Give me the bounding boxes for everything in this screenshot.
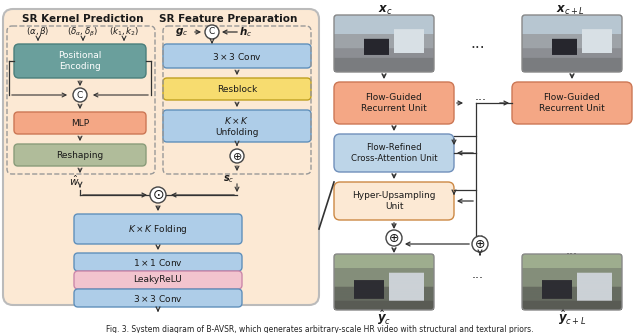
FancyBboxPatch shape bbox=[334, 82, 454, 124]
Text: MLP: MLP bbox=[71, 119, 89, 128]
Circle shape bbox=[73, 88, 87, 102]
Text: Positional
Encoding: Positional Encoding bbox=[58, 51, 102, 71]
Text: ...: ... bbox=[566, 243, 578, 256]
FancyBboxPatch shape bbox=[74, 289, 242, 307]
Text: Fig. 3. System diagram of B-AVSR, which generates arbitrary-scale HR video with : Fig. 3. System diagram of B-AVSR, which … bbox=[106, 324, 534, 333]
Text: $\hat{\boldsymbol{y}}_{c+L}$: $\hat{\boldsymbol{y}}_{c+L}$ bbox=[557, 308, 586, 327]
Text: $3 \times 3$ Conv: $3 \times 3$ Conv bbox=[212, 51, 262, 62]
Text: C: C bbox=[77, 91, 83, 100]
FancyBboxPatch shape bbox=[14, 112, 146, 134]
Text: Resblock: Resblock bbox=[217, 85, 257, 94]
Text: ...: ... bbox=[470, 36, 485, 51]
FancyBboxPatch shape bbox=[334, 134, 454, 172]
FancyBboxPatch shape bbox=[163, 78, 311, 100]
Text: $K \times K$
Unfolding: $K \times K$ Unfolding bbox=[215, 115, 259, 137]
Circle shape bbox=[386, 230, 402, 246]
FancyBboxPatch shape bbox=[512, 82, 632, 124]
Text: C: C bbox=[209, 28, 215, 37]
Text: $(k_1, k_2)$: $(k_1, k_2)$ bbox=[109, 26, 140, 38]
Text: $\boldsymbol{g}_c$: $\boldsymbol{g}_c$ bbox=[175, 26, 189, 38]
FancyBboxPatch shape bbox=[163, 110, 311, 142]
Text: Flow-Guided
Recurrent Unit: Flow-Guided Recurrent Unit bbox=[539, 93, 605, 113]
Text: $\hat{\boldsymbol{y}}_c$: $\hat{\boldsymbol{y}}_c$ bbox=[377, 308, 391, 327]
Text: $\boldsymbol{x}_{c+L}$: $\boldsymbol{x}_{c+L}$ bbox=[556, 3, 584, 17]
FancyBboxPatch shape bbox=[14, 144, 146, 166]
Text: ...: ... bbox=[472, 268, 484, 281]
FancyBboxPatch shape bbox=[3, 9, 319, 305]
Circle shape bbox=[472, 236, 488, 252]
Text: $\boldsymbol{h}_c$: $\boldsymbol{h}_c$ bbox=[239, 25, 253, 39]
Text: $\boldsymbol{s}_c$: $\boldsymbol{s}_c$ bbox=[223, 173, 235, 185]
FancyBboxPatch shape bbox=[14, 44, 146, 78]
FancyBboxPatch shape bbox=[74, 214, 242, 244]
Text: SR Kernel Prediction: SR Kernel Prediction bbox=[22, 14, 144, 24]
Text: Reshaping: Reshaping bbox=[56, 151, 104, 160]
Text: ...: ... bbox=[475, 91, 487, 104]
FancyBboxPatch shape bbox=[163, 44, 311, 68]
Text: $\odot$: $\odot$ bbox=[152, 188, 164, 202]
Text: $(\alpha, \beta)$: $(\alpha, \beta)$ bbox=[26, 26, 50, 39]
Text: $\oplus$: $\oplus$ bbox=[388, 231, 399, 244]
Text: $\hat{w}$: $\hat{w}$ bbox=[68, 174, 79, 188]
Text: $\boldsymbol{x}_c$: $\boldsymbol{x}_c$ bbox=[378, 3, 392, 17]
FancyBboxPatch shape bbox=[334, 182, 454, 220]
Text: $1 \times 1$ Conv: $1 \times 1$ Conv bbox=[133, 256, 183, 267]
Text: SR Feature Preparation: SR Feature Preparation bbox=[159, 14, 297, 24]
Text: $(\delta_\alpha, \delta_\beta)$: $(\delta_\alpha, \delta_\beta)$ bbox=[67, 25, 99, 39]
Text: $\oplus$: $\oplus$ bbox=[232, 151, 242, 162]
Circle shape bbox=[230, 149, 244, 163]
Text: Flow-Refined
Cross-Attention Unit: Flow-Refined Cross-Attention Unit bbox=[351, 143, 437, 163]
Text: $3 \times 3$ Conv: $3 \times 3$ Conv bbox=[133, 292, 183, 303]
Circle shape bbox=[150, 187, 166, 203]
FancyBboxPatch shape bbox=[74, 271, 242, 289]
Text: Hyper-Upsampling
Unit: Hyper-Upsampling Unit bbox=[352, 191, 436, 211]
Text: Flow-Guided
Recurrent Unit: Flow-Guided Recurrent Unit bbox=[361, 93, 427, 113]
Text: LeakyReLU: LeakyReLU bbox=[134, 275, 182, 284]
Text: $K \times K$ Folding: $K \times K$ Folding bbox=[128, 222, 188, 235]
Circle shape bbox=[205, 25, 219, 39]
FancyBboxPatch shape bbox=[74, 253, 242, 271]
Text: $\oplus$: $\oplus$ bbox=[474, 237, 486, 250]
